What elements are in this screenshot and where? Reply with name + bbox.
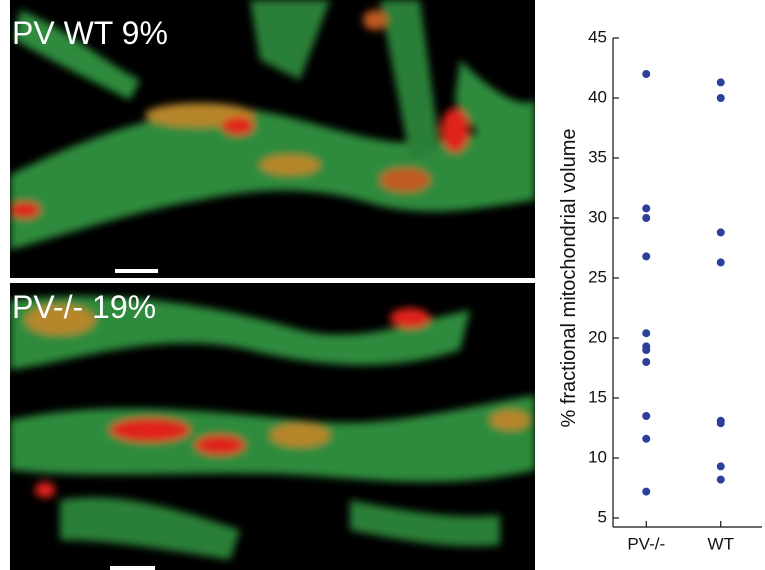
dot [642, 487, 651, 496]
panel-label: PV-/- 19% [12, 289, 156, 325]
dot [716, 419, 725, 428]
x-tick-label: WT [708, 534, 734, 553]
micrograph-bottom [10, 283, 535, 570]
y-tick-label: 45 [588, 27, 607, 46]
dot [716, 228, 725, 237]
dot [716, 462, 725, 471]
dot [642, 252, 651, 261]
dot [642, 70, 651, 78]
dot [642, 204, 651, 213]
dot [642, 346, 651, 354]
y-axis-label: % fractional mitochondrial volume [558, 128, 580, 427]
y-tick-label: 35 [588, 147, 607, 166]
dot [642, 358, 651, 366]
micrograph-top [10, 0, 535, 278]
y-tick-label: 25 [588, 267, 607, 286]
dot [716, 78, 725, 87]
y-tick-label: 5 [598, 507, 607, 526]
dot [642, 434, 651, 443]
panel-label: PV WT 9% [12, 15, 168, 51]
x-tick-label: PV-/- [627, 534, 665, 553]
y-tick-label: 20 [588, 327, 607, 346]
dot [642, 329, 651, 338]
dot [642, 412, 651, 420]
y-tick-label: 15 [588, 387, 607, 406]
y-tick-label: 40 [588, 87, 607, 106]
dot [716, 94, 725, 102]
dot [716, 258, 725, 267]
y-tick-label: 10 [588, 447, 607, 466]
y-tick-label: 30 [588, 207, 607, 226]
dot [716, 475, 725, 484]
dot [642, 214, 651, 222]
